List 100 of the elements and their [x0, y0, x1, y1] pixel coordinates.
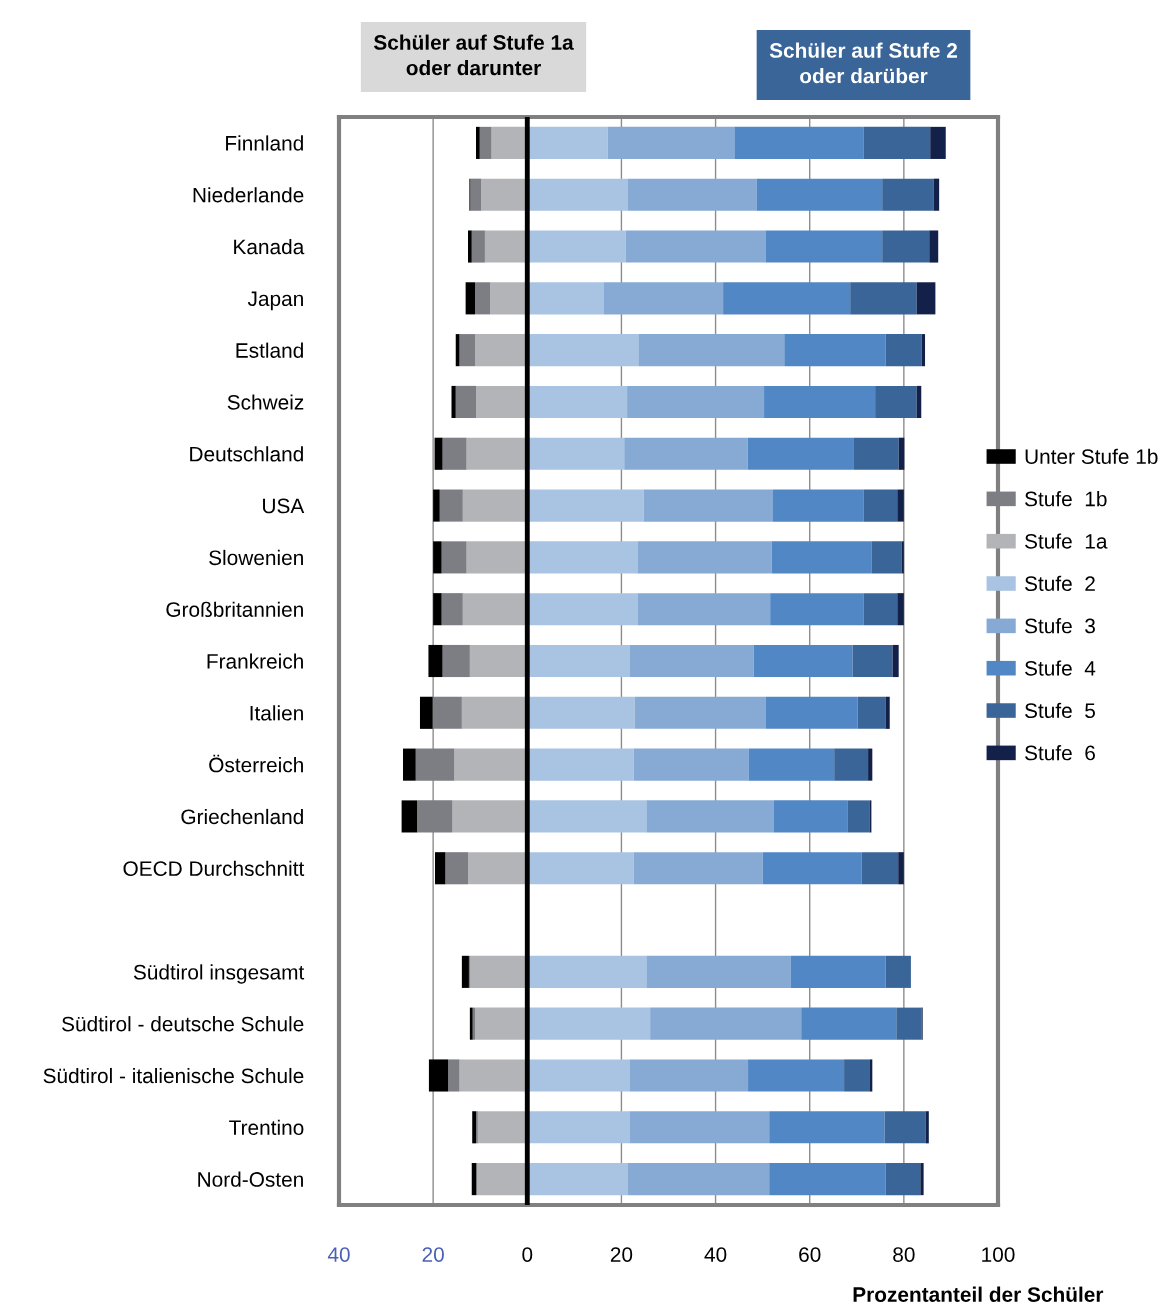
x-tick-label: 20 [610, 1247, 633, 1262]
bar [477, 1111, 528, 1144]
bar [852, 644, 893, 678]
bar [634, 696, 766, 729]
bar [629, 1111, 770, 1144]
legend-label: Stufe 1b [1025, 491, 1107, 507]
bar [773, 800, 848, 833]
bar [765, 696, 858, 729]
bar [765, 230, 883, 263]
y-tick-label: Kanada [234, 238, 305, 255]
bar [448, 1059, 460, 1092]
bar [844, 1059, 870, 1092]
bar [633, 852, 763, 885]
bar [527, 955, 647, 988]
bar [638, 334, 785, 367]
bar [417, 800, 453, 833]
bar [452, 800, 528, 833]
bar [753, 644, 853, 678]
bar [921, 334, 926, 367]
bar [748, 1059, 845, 1092]
bar [527, 178, 629, 211]
y-tick-label: Griechenland [181, 808, 303, 825]
bar [403, 748, 416, 781]
x-tick-label: 60 [799, 1247, 821, 1262]
y-tick-label: Schweiz [227, 394, 304, 410]
bar [850, 282, 917, 315]
bar [433, 593, 442, 626]
bar [459, 1059, 528, 1092]
bar [885, 955, 911, 988]
bar [863, 489, 898, 522]
bar [897, 489, 904, 522]
bar [434, 437, 443, 470]
bar [454, 748, 528, 781]
bar [432, 696, 462, 729]
bar [627, 385, 765, 419]
bar [770, 593, 864, 626]
y-tick-label: Südtirol insgesamt [133, 964, 305, 984]
bar [441, 541, 467, 574]
bar [527, 1163, 629, 1196]
bar [847, 800, 870, 833]
bar [929, 230, 939, 263]
bar [734, 126, 864, 159]
bar [624, 437, 748, 470]
bar [527, 1007, 651, 1040]
bar [604, 282, 724, 315]
bar [853, 437, 899, 470]
y-tick-label: Südtirol - deutsche Schule [62, 1016, 304, 1032]
bar [723, 282, 851, 315]
bar [892, 644, 899, 678]
bar [490, 282, 528, 315]
bar [472, 1111, 476, 1144]
bar [756, 178, 883, 211]
bar [882, 178, 934, 211]
y-tick-label: Deutschland [190, 446, 303, 462]
bar [415, 748, 455, 781]
bar [451, 385, 456, 419]
bar [442, 437, 467, 470]
bar [916, 282, 936, 315]
bar [871, 541, 902, 574]
bar [465, 282, 476, 315]
bar [481, 178, 528, 211]
bar [784, 334, 886, 367]
bar [885, 1163, 921, 1196]
bar [790, 955, 886, 988]
y-tick-label: Großbritannien [166, 601, 303, 617]
x-tick-label: 40 [704, 1247, 727, 1262]
bar [898, 852, 904, 885]
bar [491, 126, 528, 159]
bar [633, 748, 749, 781]
y-tick-label: Österreich [209, 754, 303, 773]
legend-label: Stufe 3 [1025, 618, 1095, 634]
bar [861, 852, 899, 885]
bar [527, 1059, 630, 1092]
bar [475, 282, 491, 315]
bar [527, 593, 638, 626]
y-tick-label: Südtirol - italienische Schule [43, 1067, 304, 1084]
bar [897, 593, 904, 626]
bar [773, 489, 864, 522]
bar [445, 852, 468, 885]
bar [769, 1111, 885, 1144]
bar [527, 541, 638, 574]
text: Schüler auf Stufe 1a oder darunter [373, 34, 574, 76]
bar [930, 126, 946, 159]
bar [470, 955, 528, 988]
y-tick-label: Italien [250, 705, 303, 721]
bar [762, 852, 862, 885]
y-tick-label: Slowenien [209, 549, 303, 566]
bar [527, 748, 634, 781]
bar [467, 230, 472, 263]
x-tick-label: 100 [982, 1247, 1015, 1262]
bar [857, 696, 886, 729]
bar [885, 334, 922, 367]
x-tick-label: 0 [522, 1247, 533, 1262]
bar [479, 126, 492, 159]
bar [461, 696, 528, 729]
y-tick-label: Finnland [226, 135, 303, 151]
legend-label: Stufe 6 [1025, 745, 1095, 761]
x-tick-label: 40 [327, 1247, 350, 1262]
bar [925, 1111, 929, 1144]
y-tick-label: USA [263, 498, 305, 514]
